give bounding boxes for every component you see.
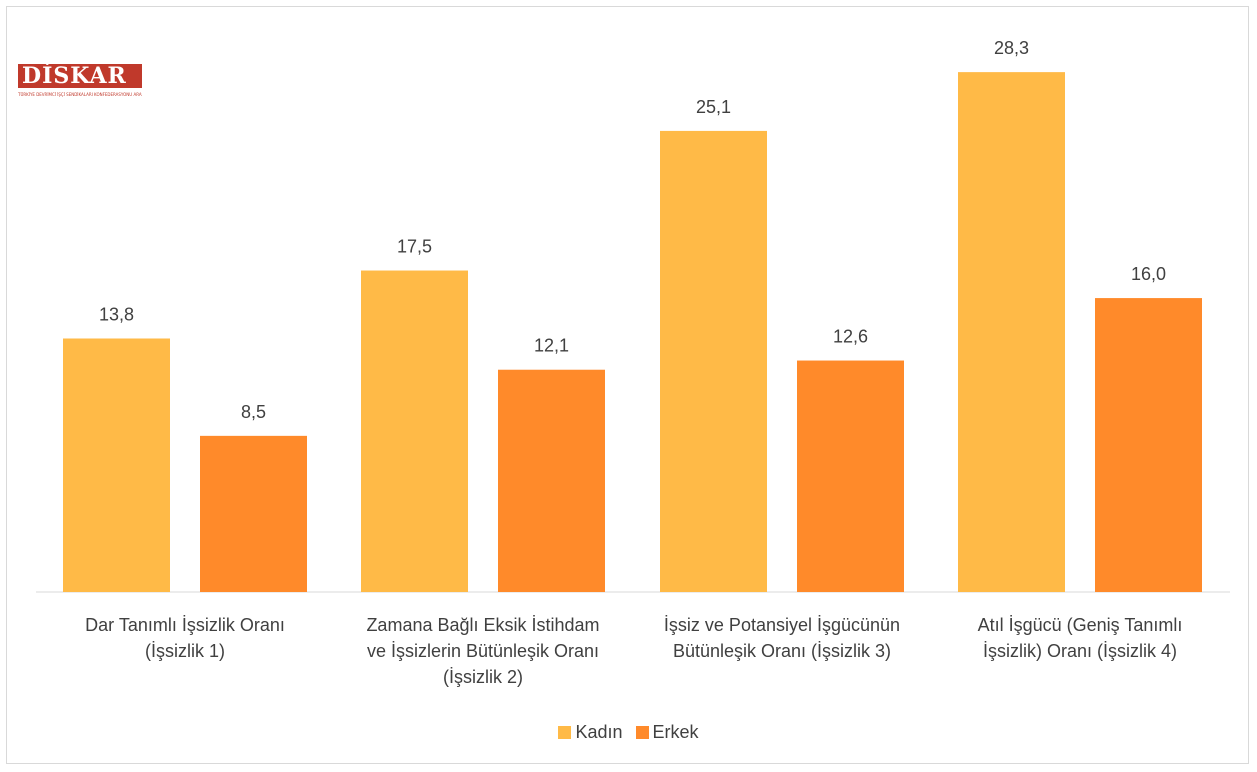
legend-swatch-erkek — [635, 726, 649, 739]
category-label-3: İşsiz ve Potansiyel İşgücünün Bütünleşik … — [637, 612, 927, 664]
bar-erkek-2 — [498, 369, 605, 592]
legend-label-kadin: Kadın — [575, 722, 623, 742]
category-label-1: Dar Tanımlı İşsizlik Oranı (İşsizlik 1) — [40, 612, 330, 664]
data-label-erkek-3: 12,6 — [833, 327, 868, 347]
bar-kadin-4 — [958, 72, 1065, 592]
category-label-4: Atıl İşgücü (Geniş Tanımlı İşsizlik) Oran… — [935, 612, 1225, 664]
category-label-2: Zamana Bağlı Eksik İstihdam ve İşsizlerin… — [338, 612, 628, 690]
category-label-2-line-1: Zamana Bağlı Eksik İstihdam — [366, 615, 600, 635]
data-label-kadin-1: 13,8 — [99, 304, 134, 324]
category-label-4-line-1: Atıl İşgücü (Geniş Tanımlı — [977, 615, 1183, 635]
bar-kadin-2 — [361, 270, 468, 592]
category-label-3-line-2: Bütünleşik Oranı (İşsizlik 3) — [672, 641, 892, 661]
logo-wordmark: DİSKAR — [18, 64, 142, 88]
data-label-kadin-2: 17,5 — [397, 237, 432, 257]
legend-swatch-kadin — [558, 726, 572, 739]
legend-item-erkek: Erkek — [635, 722, 699, 743]
bar-erkek-1 — [200, 435, 307, 592]
logo-subtitle: TÜRKİYE DEVRİMCİ İŞÇİ SENDİKALARI KONFED… — [18, 92, 142, 97]
data-label-erkek-4: 16,0 — [1131, 264, 1166, 284]
category-label-1-line-1: Dar Tanımlı İşsizlik Oranı — [85, 615, 285, 635]
bar-erkek-4 — [1095, 298, 1202, 592]
legend-item-kadin: Kadın — [558, 722, 623, 743]
bar-kadin-3 — [660, 130, 767, 592]
diskar-logo: DİSKAR TÜRKİYE DEVRİMCİ İŞÇİ SENDİKALARI… — [18, 64, 142, 104]
category-label-2-line-2: ve İşsizlerin Bütünleşik Oranı — [366, 641, 600, 661]
legend-label-erkek: Erkek — [652, 722, 699, 742]
bar-kadin-1 — [63, 338, 170, 592]
bar-erkek-3 — [797, 360, 904, 592]
data-label-kadin-3: 25,1 — [696, 97, 731, 117]
category-label-1-line-2: (İşsizlik 1) — [145, 641, 225, 661]
category-label-4-line-2: İşsizlik) Oranı (İşsizlik 4) — [982, 641, 1177, 661]
category-label-3-line-1: İşsiz ve Potansiyel İşgücünün — [663, 615, 901, 635]
category-label-2-line-3: (İşsizlik 2) — [443, 667, 523, 687]
data-label-erkek-1: 8,5 — [241, 402, 266, 422]
data-label-erkek-2: 12,1 — [534, 336, 569, 356]
legend: Kadın Erkek — [0, 722, 1257, 744]
data-label-kadin-4: 28,3 — [994, 38, 1029, 58]
